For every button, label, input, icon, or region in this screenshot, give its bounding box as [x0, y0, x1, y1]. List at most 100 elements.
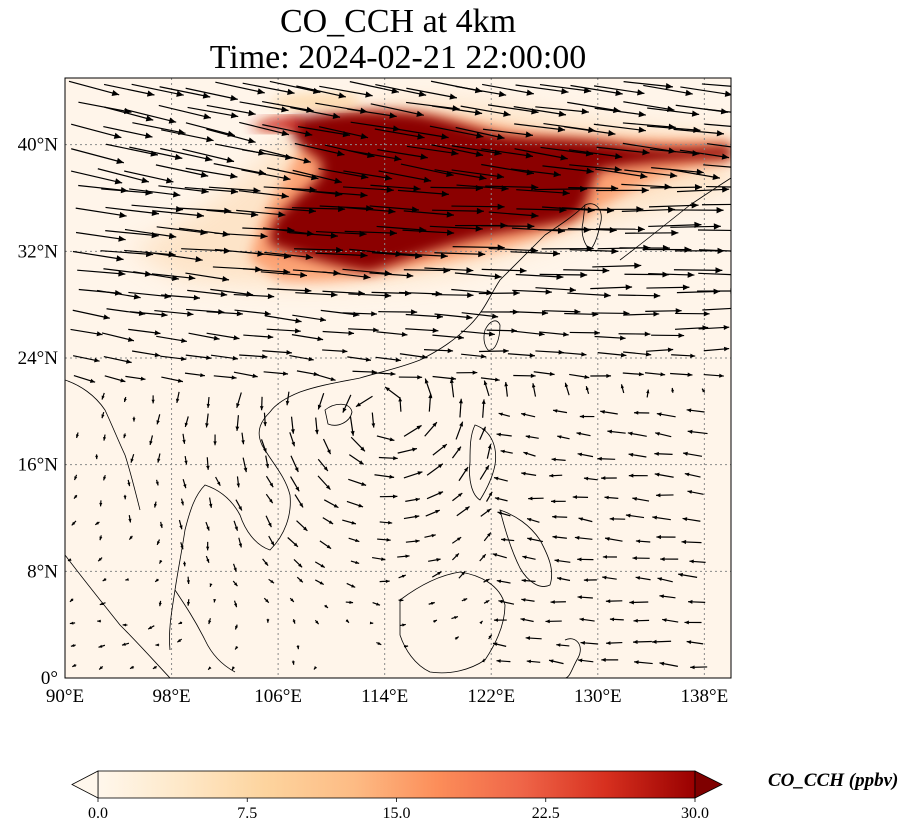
wind-vector [103, 355, 132, 364]
wind-vector [501, 537, 515, 542]
wind-vector [609, 617, 624, 622]
wind-vector [481, 223, 535, 230]
colorbar-tick-label: 0.0 [88, 805, 108, 822]
wind-vector [548, 659, 564, 665]
colorbar-tick-label: 30.0 [681, 805, 709, 822]
wind-vector [121, 642, 130, 646]
wind-vector [601, 476, 617, 481]
wind-vector [605, 599, 623, 604]
wind-vector [451, 553, 460, 561]
wind-vector [215, 81, 265, 95]
wind-vector [698, 249, 731, 252]
wind-vector [314, 561, 326, 569]
wind-vector [67, 558, 72, 562]
wind-vector [399, 353, 428, 360]
wind-vector [187, 289, 228, 298]
wind-vector [75, 231, 126, 242]
wind-vector [235, 415, 240, 431]
wind-vector [579, 414, 595, 419]
wind-vector [580, 640, 598, 645]
latitude-tick-label: 32°N [18, 241, 59, 262]
wind-vector [569, 373, 590, 379]
wind-vector [187, 106, 239, 119]
coastline-luzon [469, 424, 497, 501]
latitude-tick-label: 40°N [18, 135, 59, 156]
plume-fringe-north [270, 93, 360, 110]
wind-vector [290, 455, 299, 473]
wind-vector [483, 578, 490, 583]
wind-vector [370, 184, 421, 192]
wind-vector [583, 578, 597, 582]
wind-vector [552, 535, 567, 539]
wind-vector [129, 311, 168, 318]
wind-vector [433, 619, 438, 623]
wind-vector [706, 143, 731, 148]
wind-vector [434, 313, 473, 320]
wind-vector [686, 640, 704, 645]
wind-vector [322, 330, 355, 336]
wind-vector [234, 624, 239, 630]
wind-vector [671, 207, 724, 214]
colorbar-extend-max-arrow [694, 770, 723, 799]
wind-vector [289, 432, 296, 447]
wind-vector [72, 250, 124, 262]
wind-vector [563, 267, 610, 274]
wind-vector [315, 252, 368, 259]
wind-vector [178, 621, 183, 625]
wind-vector [531, 383, 537, 397]
wind-vector [535, 106, 589, 115]
wind-vector [236, 392, 242, 409]
wind-vector [124, 170, 174, 184]
wind-vector [128, 515, 132, 523]
longitude-axis-labels: 90°E 98°E 106°E 114°E 122°E 130°E 138°E [46, 686, 728, 707]
wind-vector [161, 129, 214, 143]
wind-vector [156, 335, 187, 343]
wind-vector [646, 284, 690, 291]
wind-vector [154, 578, 159, 583]
wind-vector [516, 189, 570, 196]
wind-vector [158, 559, 163, 564]
wind-vector [233, 293, 275, 300]
coastline-sumatra [65, 554, 171, 678]
wind-vector [549, 473, 563, 478]
wind-vector [703, 346, 730, 352]
wind-vector [342, 311, 377, 317]
colorbar-tick-label: 7.5 [237, 805, 257, 822]
wind-vector [206, 128, 256, 144]
wind-vector [701, 83, 731, 87]
wind-vector [397, 189, 449, 197]
coastline-philippines-south [499, 509, 553, 587]
wind-vector [128, 328, 161, 336]
wind-vector [480, 508, 492, 517]
wind-vector [606, 641, 623, 646]
wind-vector [648, 202, 699, 209]
wind-vector [403, 471, 423, 479]
wind-vector [688, 599, 706, 604]
wind-vector [97, 168, 150, 184]
wind-vector [659, 594, 676, 599]
wind-vector [432, 334, 465, 340]
wind-vector [377, 538, 391, 542]
wind-vector [157, 453, 161, 463]
wind-vector [292, 619, 296, 624]
wind-vector [124, 228, 177, 240]
wind-vector [577, 658, 594, 663]
wind-vector [129, 665, 135, 670]
wind-vector [602, 555, 617, 559]
wind-vector [542, 165, 594, 175]
wind-vector [184, 186, 239, 195]
wind-vector [241, 169, 291, 182]
wind-vector [498, 599, 515, 605]
wind-vector [513, 373, 536, 378]
wind-vector [577, 452, 594, 458]
wind-vector [206, 310, 243, 317]
wind-vector [77, 269, 126, 277]
wind-vector-field [67, 80, 731, 671]
wind-vector [539, 271, 588, 278]
wind-vector [679, 149, 730, 160]
wind-vector [185, 87, 238, 102]
wind-vector [426, 491, 444, 500]
wind-vector [96, 289, 141, 300]
wind-vector [98, 665, 104, 670]
